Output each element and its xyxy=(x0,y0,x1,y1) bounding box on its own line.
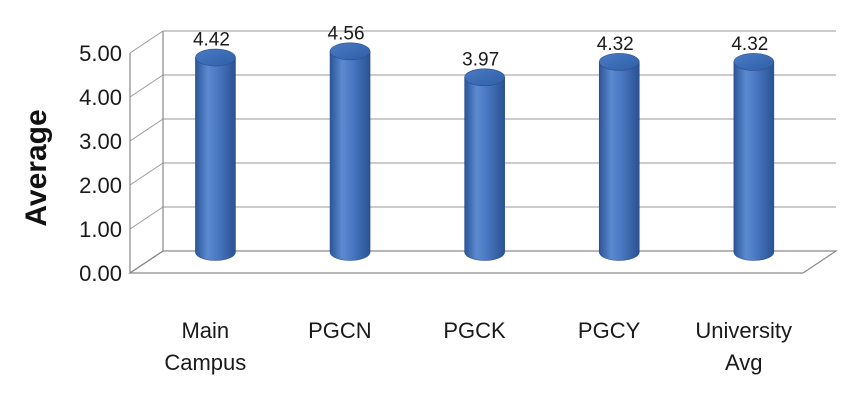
side-gridline xyxy=(129,162,164,186)
bar xyxy=(195,57,236,261)
side-gridline xyxy=(129,74,164,98)
floor xyxy=(128,250,838,274)
data-label: 4.32 xyxy=(731,34,768,55)
category-label: PGCY xyxy=(578,318,641,343)
side-gridline xyxy=(129,30,164,54)
category-label: Avg xyxy=(725,350,763,375)
y-axis-title: Average xyxy=(20,109,53,226)
category-label: Main xyxy=(181,318,229,343)
y-tick-label: 0.00 xyxy=(79,261,122,286)
bar xyxy=(464,77,505,261)
side-gridline xyxy=(129,118,164,142)
y-tick-label: 2.00 xyxy=(79,173,122,198)
category-label: PGCN xyxy=(308,318,372,343)
bar-top xyxy=(195,48,236,67)
bar-top xyxy=(464,68,505,87)
category-label: Campus xyxy=(164,350,246,375)
plot-area: 0.00 1.00 2.00 3.00 4.00 5.00 Average 4.42 Main C… xyxy=(20,23,838,375)
bar-top xyxy=(733,53,775,71)
data-label: 4.32 xyxy=(597,34,634,55)
y-tick-label: 1.00 xyxy=(79,217,122,242)
bar-top xyxy=(329,42,371,61)
bar xyxy=(329,51,371,261)
side-gridline xyxy=(129,206,164,230)
category-label: PGCK xyxy=(443,318,506,343)
y-tick-label: 5.00 xyxy=(79,41,122,66)
y-tick-label: 4.00 xyxy=(79,85,122,110)
data-label: 3.97 xyxy=(462,49,499,70)
y-tick-label: 3.00 xyxy=(79,129,122,154)
data-label: 4.56 xyxy=(328,23,365,44)
data-label: 4.42 xyxy=(193,30,230,51)
category-label: University xyxy=(695,318,792,343)
bar xyxy=(733,61,775,261)
bar xyxy=(598,61,640,261)
bar-top xyxy=(598,53,640,71)
